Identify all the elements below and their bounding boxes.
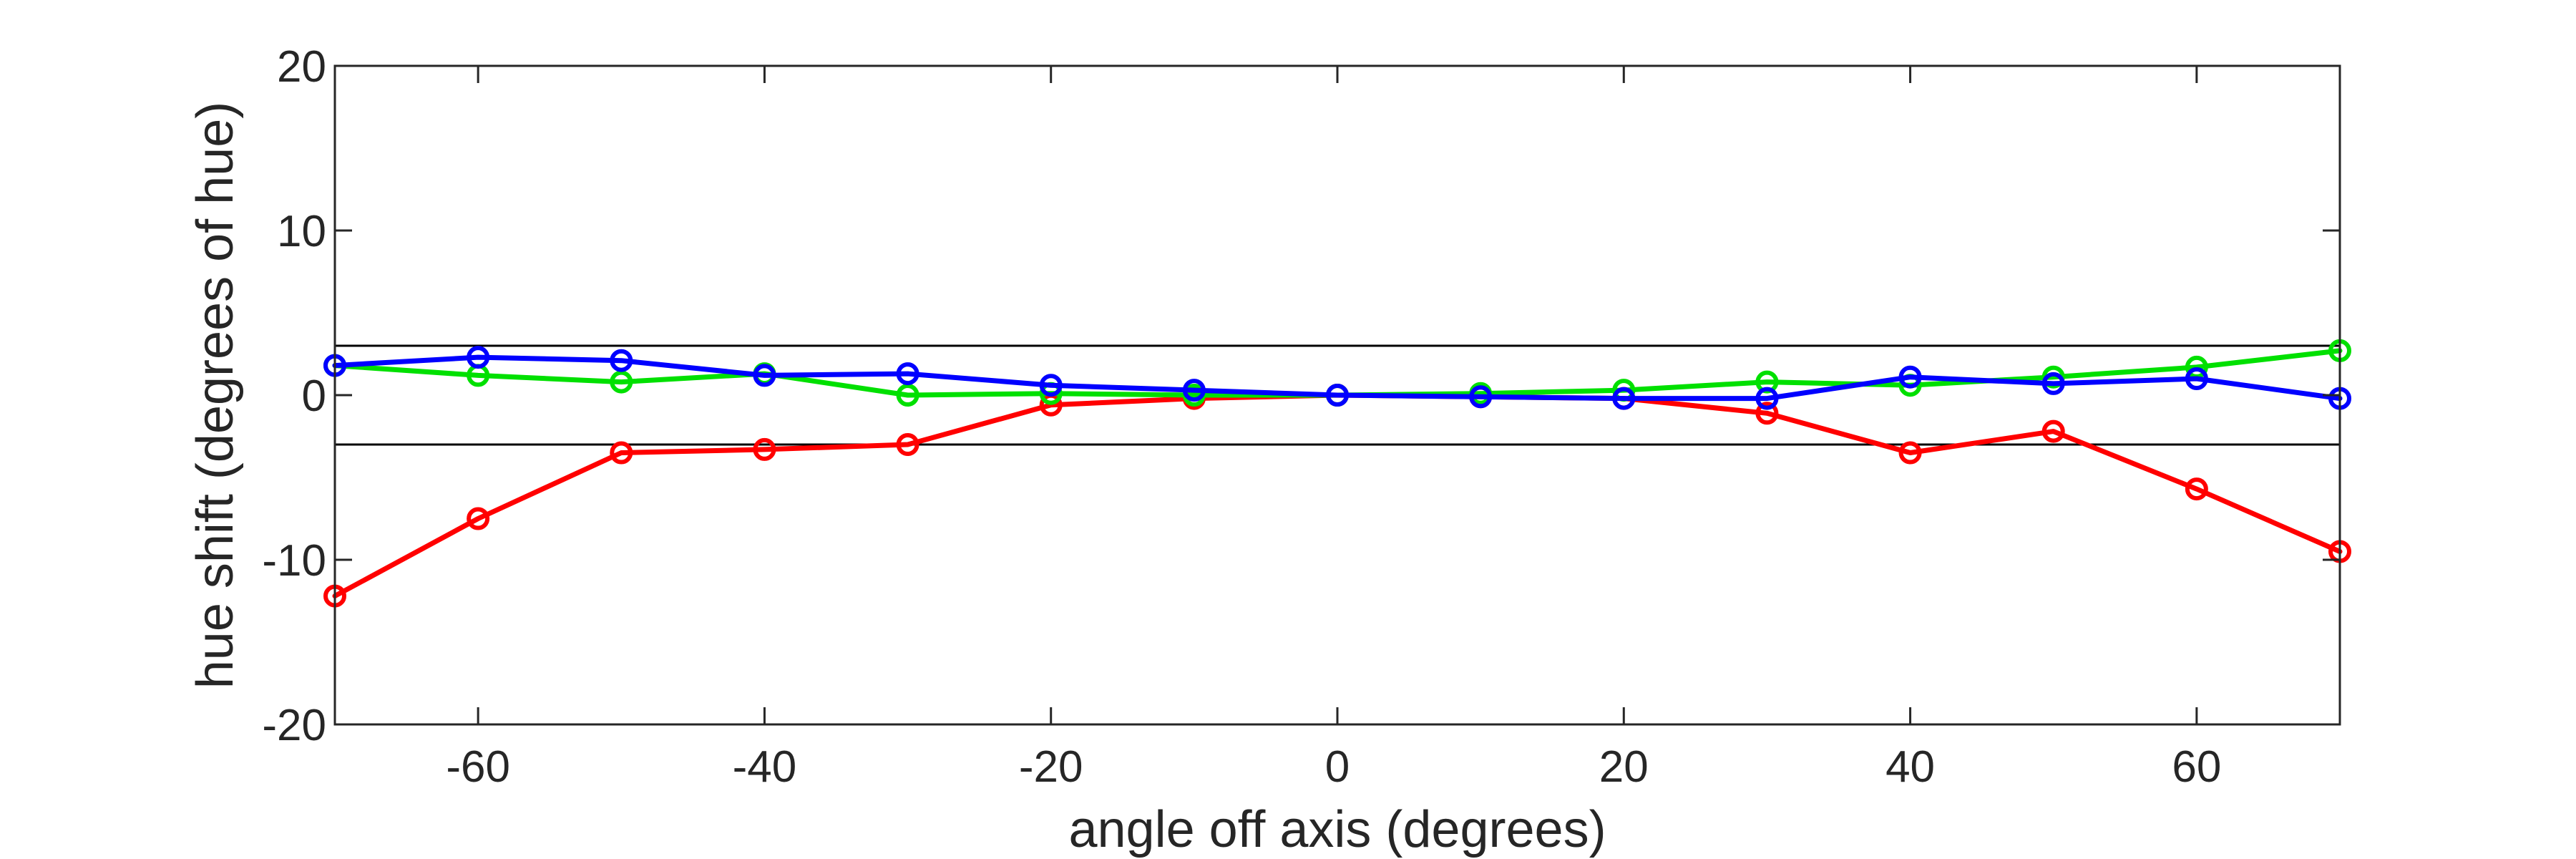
x-tick-label: -20 <box>1019 742 1083 792</box>
x-tick-label: 20 <box>1599 742 1649 792</box>
data-point-0 <box>753 437 776 461</box>
y-tick-label: 20 <box>277 42 326 92</box>
data-point-2 <box>1612 387 1636 410</box>
data-point-2 <box>1755 387 1779 410</box>
data-point-0 <box>2041 419 2065 443</box>
y-tick-label: 0 <box>302 372 326 421</box>
x-tick-label: -60 <box>446 742 510 792</box>
data-point-2 <box>2041 372 2065 395</box>
x-tick-label: 60 <box>2172 742 2221 792</box>
data-point-2 <box>1469 385 1493 409</box>
series-layer <box>323 339 2351 608</box>
series-2 <box>323 346 2351 410</box>
data-point-2 <box>467 346 490 369</box>
y-axis-ticks: -20 -10 0 10 20 <box>262 42 2340 750</box>
data-point-1 <box>610 370 633 394</box>
reference-lines <box>335 344 2340 446</box>
data-point-0 <box>896 433 919 456</box>
data-point-1 <box>896 384 919 407</box>
data-point-2 <box>1182 379 1206 402</box>
data-point-0 <box>2185 477 2208 501</box>
data-point-2 <box>1039 374 1063 397</box>
data-point-2 <box>610 349 633 372</box>
data-point-2 <box>1326 384 1349 407</box>
data-point-2 <box>753 364 776 387</box>
y-tick-label: -10 <box>262 536 326 586</box>
data-point-0 <box>1755 402 1779 425</box>
x-tick-label: -40 <box>733 742 797 792</box>
series-line-2 <box>332 354 2343 402</box>
data-point-0 <box>467 507 490 530</box>
y-tick-label: -20 <box>262 701 326 750</box>
x-axis-ticks: -60 -40 -20 0 20 40 60 <box>446 66 2221 792</box>
x-tick-label: 0 <box>1325 742 1350 792</box>
data-point-0 <box>610 441 633 465</box>
data-point-0 <box>1898 441 1922 465</box>
data-point-2 <box>896 362 919 386</box>
x-tick-label: 40 <box>1885 742 1935 792</box>
data-point-2 <box>2185 367 2208 390</box>
x-axis-label: angle off axis (degrees) <box>1068 801 1606 858</box>
y-axis-label: hue shift (degrees of hue) <box>187 102 244 689</box>
y-tick-label: 10 <box>277 207 326 256</box>
data-point-2 <box>1898 365 1922 389</box>
